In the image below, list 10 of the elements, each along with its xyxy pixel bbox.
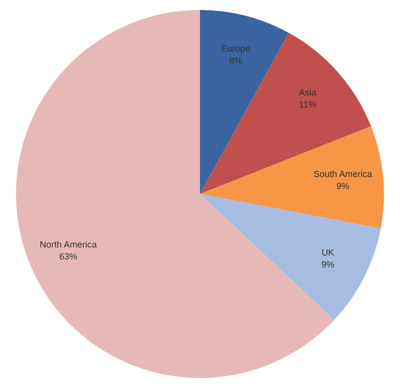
data-label: 63% [59,251,78,262]
slice-label: Europe [221,43,250,54]
data-label: 8% [229,55,242,66]
slice-label: South America [314,168,372,179]
slice-label: UK [322,248,334,258]
data-label: 9% [336,180,350,191]
data-label: 11% [298,100,316,110]
data-label: 9% [321,260,334,270]
slice-label: North America [40,239,97,250]
slice-label: Asia [298,88,316,98]
